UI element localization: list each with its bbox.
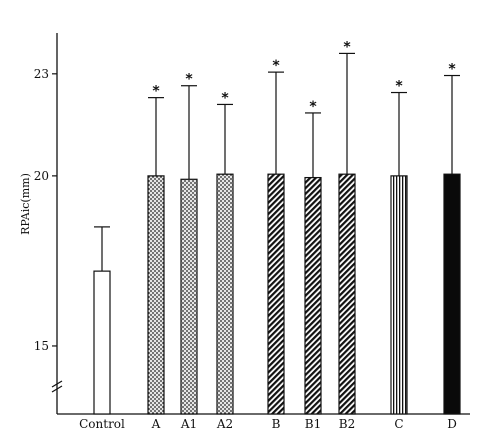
significance-star: *: [221, 90, 229, 106]
x-tick-label: D: [447, 417, 457, 431]
bar: [304, 176, 322, 415]
significance-star: *: [272, 58, 280, 74]
y-tick-label: 20: [34, 169, 49, 183]
y-tick-label: 15: [34, 339, 49, 353]
x-tick-label: Control: [79, 417, 125, 431]
bars-group: [93, 52, 461, 415]
bar: [93, 270, 111, 415]
bar: [267, 173, 285, 415]
axis-break-mark: [51, 385, 63, 393]
significance-star: *: [395, 79, 403, 95]
x-tick-label: B2: [339, 417, 355, 431]
significance-star: *: [448, 62, 456, 78]
x-tick-label: A1: [180, 417, 197, 431]
y-axis-label: RPAic(mm): [19, 173, 32, 235]
x-tick-label: B: [272, 417, 281, 431]
significance-star: *: [343, 39, 351, 55]
y-tick-label: 23: [34, 67, 49, 81]
x-tick-label: A: [151, 417, 161, 431]
bar: [180, 178, 198, 415]
x-tick-label: B1: [305, 417, 321, 431]
x-tick-label: C: [394, 417, 403, 431]
bar: [443, 173, 461, 415]
axis-break-mark: [51, 380, 63, 388]
bar: [338, 173, 356, 415]
x-tick-label: A2: [216, 417, 233, 431]
bar: [147, 175, 165, 415]
bar: [390, 175, 408, 415]
labels-group: 15 20 23 Control * A * A1 * A2 * B * B1 * B2 * C * D: [34, 39, 457, 431]
significance-star: *: [309, 99, 317, 115]
bar: [216, 173, 234, 415]
significance-star: *: [185, 72, 193, 88]
significance-star: *: [152, 84, 160, 100]
